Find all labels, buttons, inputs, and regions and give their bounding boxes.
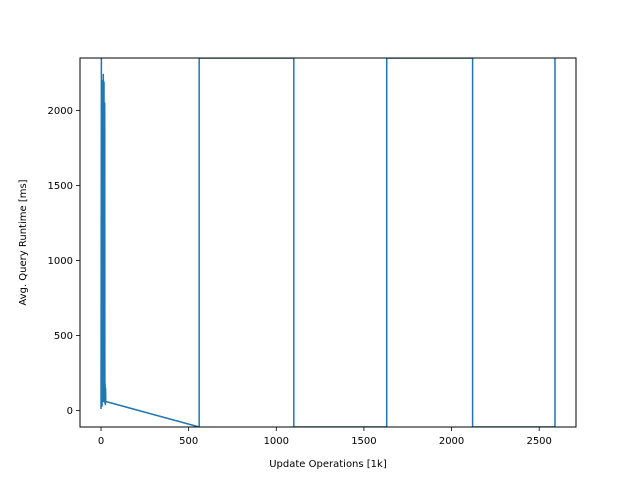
series-line — [100, 58, 556, 427]
plot-area — [100, 58, 556, 427]
y-tick-label: 500 — [54, 331, 73, 342]
y-tick-label: 1500 — [48, 181, 73, 192]
x-tick-label: 2000 — [439, 436, 464, 447]
x-axis-ticks: 0 500 1000 1500 2000 2500 — [98, 427, 552, 447]
x-tick-label: 2500 — [526, 436, 551, 447]
x-axis-label: Update Operations [1k] — [269, 459, 387, 470]
y-tick-label: 2000 — [48, 106, 73, 117]
y-tick-label: 0 — [67, 406, 73, 417]
y-axis-ticks: 0 500 1000 1500 2000 — [48, 106, 80, 417]
y-tick-label: 1000 — [48, 256, 73, 267]
x-tick-label: 0 — [98, 436, 104, 447]
axes-frame — [79, 57, 577, 428]
x-tick-label: 1500 — [351, 436, 376, 447]
x-tick-label: 1000 — [264, 436, 289, 447]
x-tick-label: 500 — [179, 436, 198, 447]
y-axis-label: Avg. Query Runtime [ms] — [18, 179, 29, 305]
